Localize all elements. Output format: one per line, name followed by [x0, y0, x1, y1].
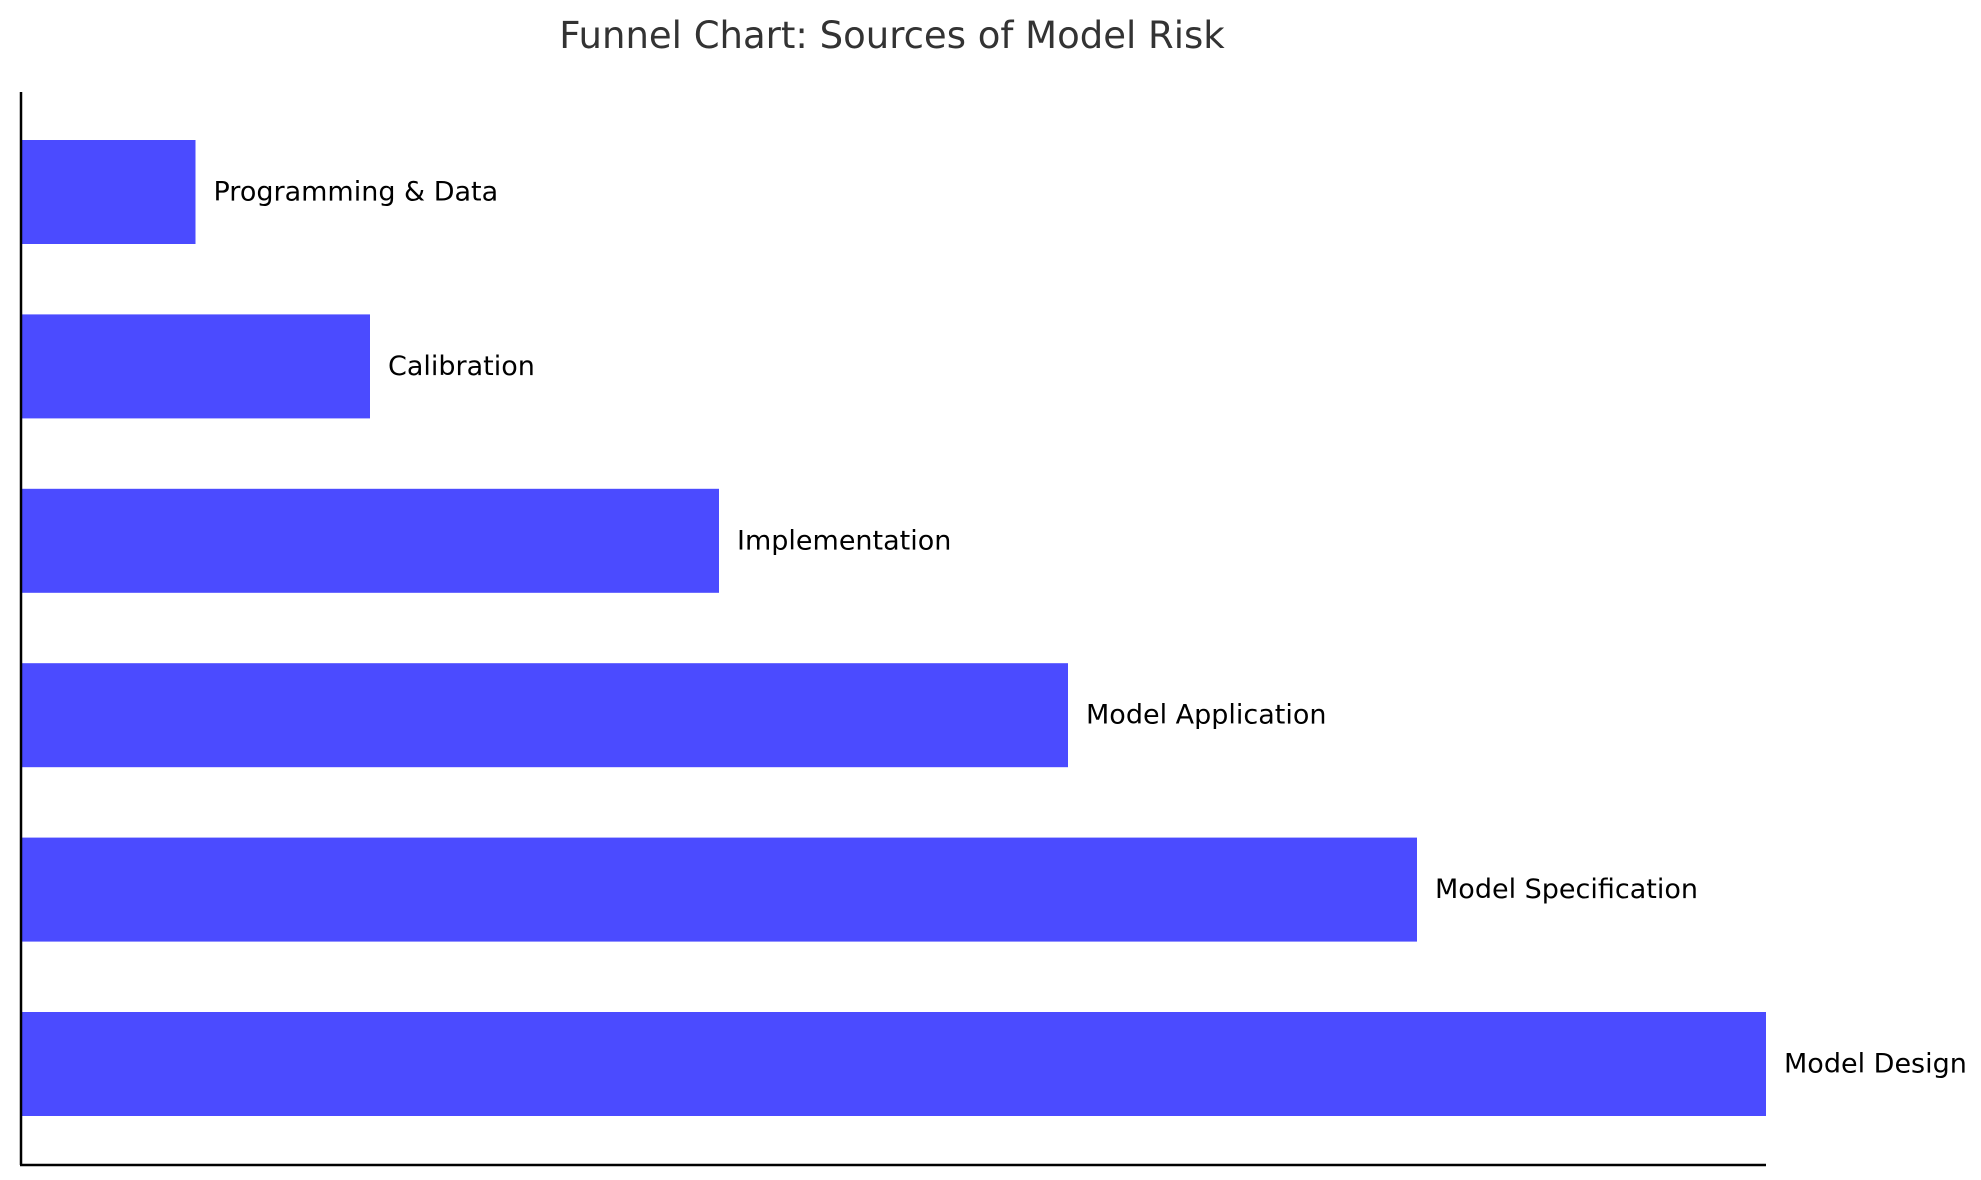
bar-label-model-design: Model Design	[1784, 1049, 1967, 1080]
bar-calibration	[21, 314, 370, 419]
bar-label-calibration: Calibration	[388, 351, 535, 382]
bar-label-implementation: Implementation	[737, 525, 951, 556]
chart-title: Funnel Chart: Sources of Model Risk	[559, 14, 1225, 57]
bar-label-model-specification: Model Specification	[1435, 874, 1698, 905]
bar-programming-data	[21, 140, 196, 244]
bar-implementation	[21, 488, 719, 593]
bar-model-specification	[21, 837, 1417, 942]
bar-label-model-application: Model Application	[1086, 700, 1327, 731]
bar-label-programming-data: Programming & Data	[214, 177, 499, 208]
bars-group	[21, 140, 1766, 1116]
bar-labels-group: Model Design Model Specification Model App…	[214, 177, 1967, 1080]
bar-model-application	[21, 663, 1068, 768]
bar-model-design	[21, 1012, 1766, 1116]
